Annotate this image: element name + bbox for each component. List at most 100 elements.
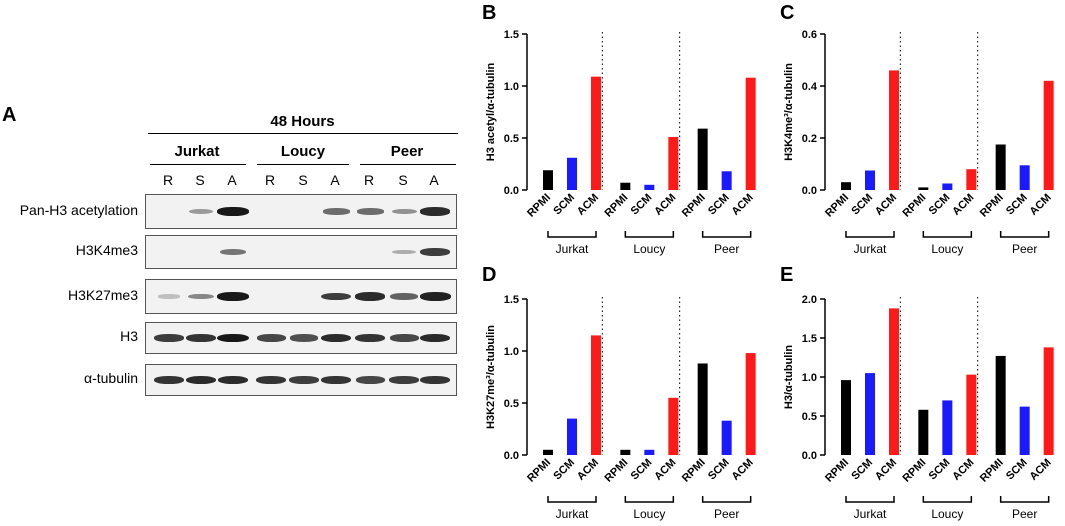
x-tick-label: SCM xyxy=(629,457,655,483)
group-label: Loucy xyxy=(931,507,963,521)
blot-row-label: H3K27me3 xyxy=(67,286,138,303)
bar xyxy=(889,308,899,455)
chart-d: 0.00.51.01.5H3K27me³/α-tubulinRPMISCMACM… xyxy=(485,294,756,521)
blot-band xyxy=(420,248,450,256)
bar xyxy=(697,363,708,455)
lane-label: A xyxy=(227,172,237,188)
blot-band xyxy=(420,376,450,384)
blot-band xyxy=(157,294,181,299)
x-tick-label: ACM xyxy=(950,192,976,218)
lane-label: S xyxy=(398,172,408,188)
x-tick-label: SCM xyxy=(849,457,875,483)
bar xyxy=(543,170,553,190)
x-tick-label: ACM xyxy=(1028,192,1054,218)
bar xyxy=(841,182,851,190)
lane-label: R xyxy=(363,172,375,188)
group-bracket xyxy=(845,231,895,238)
blot-band xyxy=(391,208,417,215)
y-axis-label: H3K4me³/α-tubulin xyxy=(783,63,795,161)
bar xyxy=(918,409,929,455)
blot-band xyxy=(186,334,216,342)
x-tick-label: SCM xyxy=(1004,192,1030,218)
x-tick-label: ACM xyxy=(873,457,899,483)
group-bracket xyxy=(999,496,1050,503)
bar xyxy=(1043,80,1054,190)
blot-band xyxy=(321,376,351,384)
bar xyxy=(591,76,601,190)
blot-row-label: H3K4me3 xyxy=(75,242,138,258)
blot-band xyxy=(354,292,386,301)
group-bracket xyxy=(999,231,1050,238)
timepoint-line xyxy=(148,133,458,134)
blot-band xyxy=(320,333,352,343)
x-tick-label: ACM xyxy=(1028,457,1054,483)
x-tick-label: SCM xyxy=(927,457,953,483)
bar xyxy=(889,70,899,190)
group-label: Jurkat xyxy=(854,507,887,521)
y-tick-label: 2.0 xyxy=(802,294,817,306)
x-tick-label: RPMI xyxy=(680,192,708,220)
lane-label: R xyxy=(162,172,174,188)
x-tick-label: ACM xyxy=(652,192,678,218)
blot-band xyxy=(256,376,286,384)
bar xyxy=(1043,347,1054,455)
blot-band xyxy=(419,292,451,301)
x-tick-label: SCM xyxy=(551,457,577,483)
bar xyxy=(591,335,601,455)
blot-strip xyxy=(145,364,457,396)
y-tick-label: 0.0 xyxy=(504,185,519,197)
group-bracket xyxy=(701,231,752,238)
y-tick-label: 0.0 xyxy=(802,450,817,462)
bar xyxy=(567,418,577,455)
y-tick-label: 0.0 xyxy=(504,450,519,462)
blot-band xyxy=(185,375,217,385)
panel-letter-c: C xyxy=(780,2,795,24)
x-tick-label: SCM xyxy=(551,192,577,218)
panel-letter-d: D xyxy=(482,264,497,286)
y-tick-label: 1.5 xyxy=(504,29,519,41)
blot-band xyxy=(389,376,419,384)
blot-band xyxy=(154,334,184,342)
blot-strip xyxy=(145,235,457,269)
group-label: Jurkat xyxy=(854,242,887,256)
group-bracket xyxy=(547,231,597,238)
bar xyxy=(721,171,732,190)
blot-band xyxy=(419,207,451,216)
y-axis-label: H3/α-tubulin xyxy=(783,345,795,409)
x-tick-label: RPMI xyxy=(603,192,631,220)
x-tick-label: ACM xyxy=(950,457,976,483)
x-tick-label: SCM xyxy=(629,192,655,218)
bar xyxy=(644,184,655,190)
x-tick-label: RPMI xyxy=(525,192,553,220)
group-label: Peer xyxy=(714,242,739,256)
group-bracket xyxy=(922,231,973,238)
y-tick-label: 0.2 xyxy=(802,133,817,145)
group-line-jurkat xyxy=(150,164,246,165)
group-label: Loucy xyxy=(633,242,665,256)
blot-band xyxy=(356,208,384,215)
x-tick-label: RPMI xyxy=(823,457,851,485)
x-tick-label: RPMI xyxy=(525,457,553,485)
blot-strip xyxy=(145,194,457,229)
bar xyxy=(1019,406,1030,455)
x-tick-label: RPMI xyxy=(978,457,1006,485)
bar xyxy=(995,355,1006,455)
x-tick-label: ACM xyxy=(730,457,756,483)
blot-band xyxy=(217,375,249,385)
timepoint-label: 48 Hours xyxy=(270,113,335,130)
group-bracket xyxy=(547,496,597,503)
bar xyxy=(942,400,953,455)
panel-letter-a: A xyxy=(2,104,17,126)
x-tick-label: RPMI xyxy=(603,457,631,485)
blot-strip xyxy=(145,322,457,354)
blot-band xyxy=(219,248,247,256)
y-tick-label: 0.6 xyxy=(802,29,817,41)
lane-label: R xyxy=(264,172,276,188)
group-bracket xyxy=(624,231,675,238)
bar xyxy=(567,157,577,190)
x-tick-label: SCM xyxy=(927,192,953,218)
bar xyxy=(865,170,875,190)
bar xyxy=(841,380,851,455)
lane-label: A xyxy=(330,172,340,188)
bar xyxy=(865,373,875,455)
